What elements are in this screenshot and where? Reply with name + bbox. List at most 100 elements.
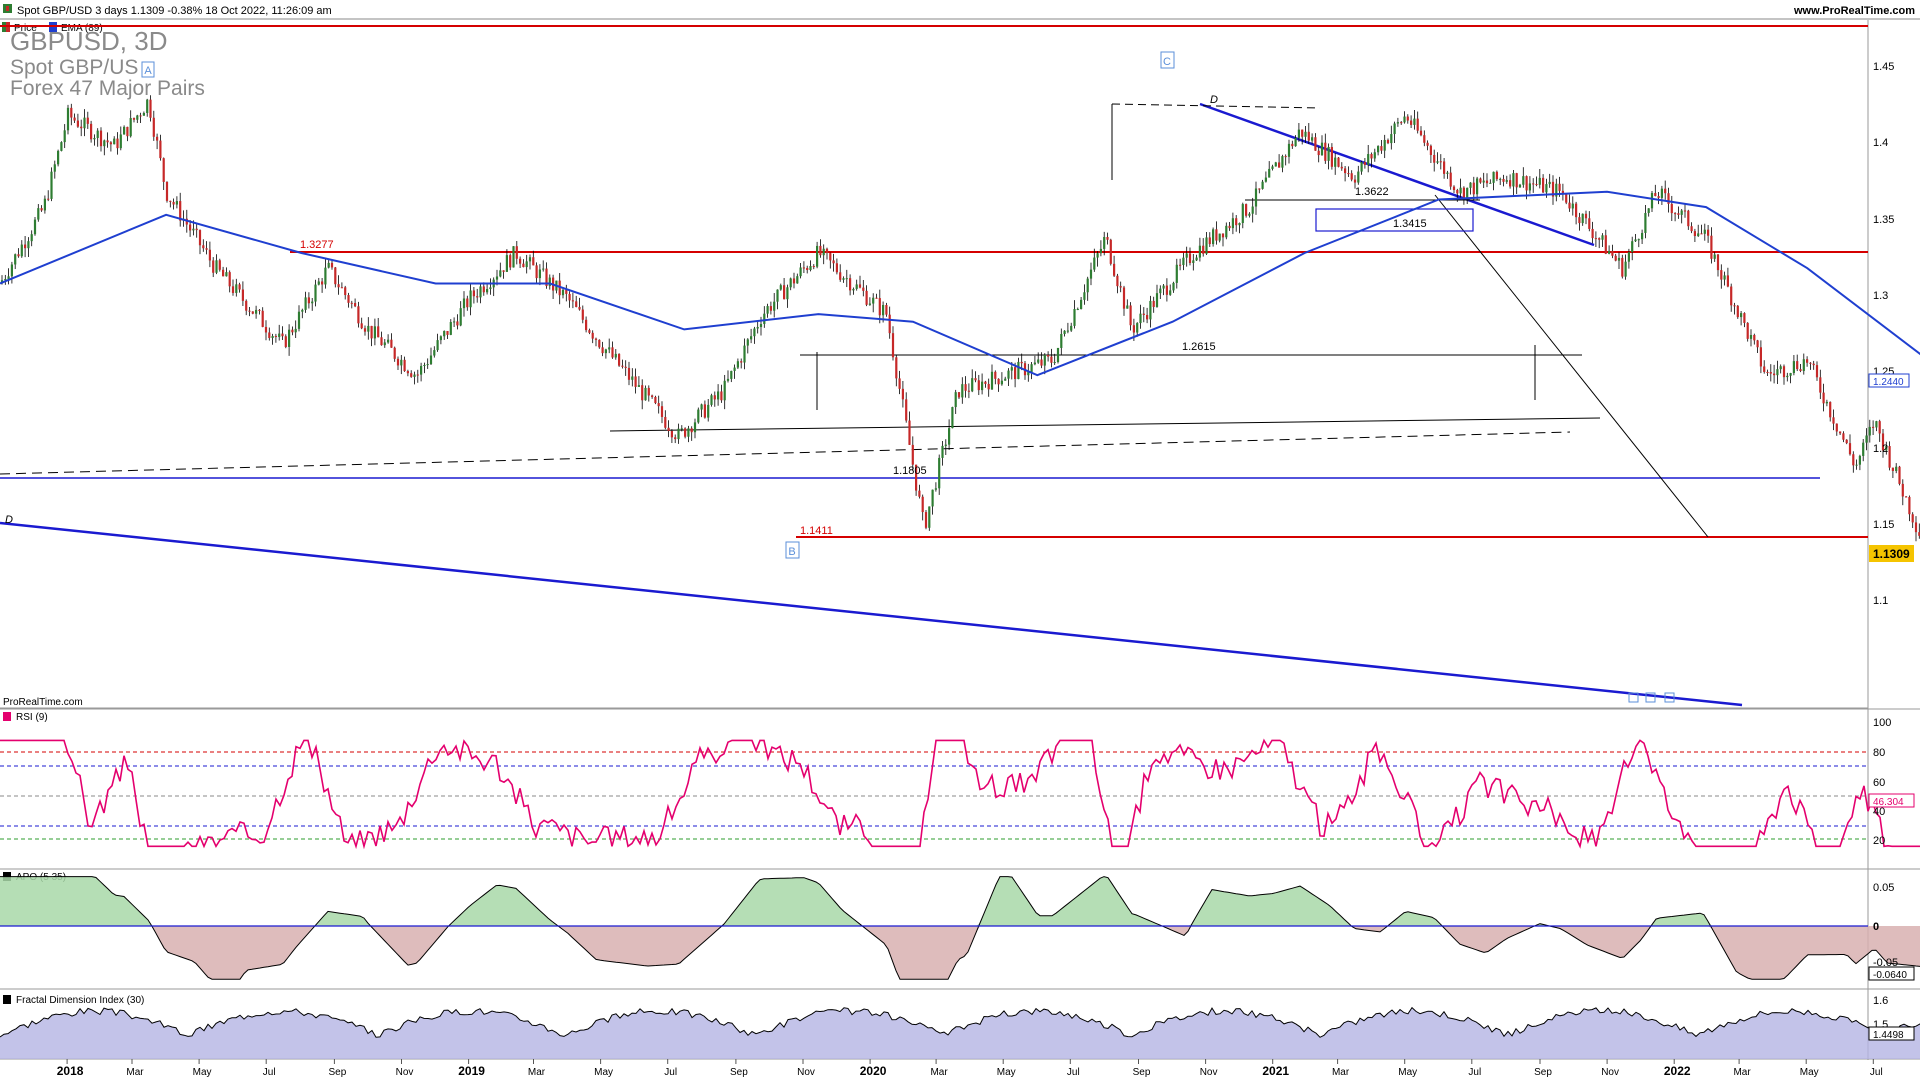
candle-body [334, 267, 337, 285]
candle-body [806, 267, 809, 271]
candle-body [594, 338, 598, 340]
candle-body [337, 284, 340, 288]
candle-body [1535, 184, 1538, 186]
candle-body [1779, 366, 1782, 370]
candle-body [146, 99, 149, 114]
candle-body [1047, 354, 1050, 357]
fdi-tag [1868, 1026, 1915, 1041]
candle-body [1914, 522, 1918, 533]
candle-body [1235, 218, 1238, 226]
rsi-title: RSI (9) [16, 712, 48, 723]
candle-body [1215, 229, 1218, 241]
candle-body [509, 255, 512, 268]
candle-body [1301, 129, 1304, 137]
candle-body [1839, 431, 1842, 434]
candle-body [1667, 193, 1670, 204]
candle-body [261, 310, 264, 327]
candle-body [1532, 183, 1535, 185]
candle-body [1832, 417, 1835, 424]
candle-body [1367, 154, 1370, 165]
candle-body [898, 378, 901, 389]
candle-body [1634, 239, 1637, 242]
candle-body [987, 383, 990, 390]
candle-body [165, 181, 169, 201]
candle-body [1320, 142, 1324, 156]
svg-text:1.1309: 1.1309 [1873, 547, 1910, 561]
falling-resistance-trendline [1199, 102, 1595, 247]
candle-body [641, 385, 644, 401]
candle-body [1109, 239, 1112, 264]
candle-body [466, 298, 469, 308]
candle-body [1641, 232, 1644, 240]
candle-body [710, 395, 713, 405]
candle-body [505, 255, 508, 272]
candle-body [1492, 171, 1495, 183]
candle-body [215, 260, 218, 273]
candle-body [1551, 181, 1555, 197]
candle-body [1347, 173, 1350, 175]
candle-body [396, 358, 400, 366]
time-axis-label: 2018 [57, 1064, 84, 1078]
time-axis-label: Mar [126, 1067, 144, 1078]
candle-body [281, 333, 284, 337]
candle-body [647, 387, 650, 396]
candle-body [1829, 401, 1832, 418]
candle-body [1776, 369, 1779, 376]
candle-body [1677, 213, 1680, 215]
pane-frames [0, 20, 1920, 1060]
candle-body [1822, 392, 1825, 404]
candle-body [809, 266, 812, 271]
candle-body [420, 365, 423, 375]
time-axis-label: May [997, 1067, 1016, 1078]
candle-body [476, 296, 479, 298]
candle-body [680, 428, 683, 430]
candle-body [773, 301, 776, 311]
candle-body [1241, 204, 1244, 224]
candle-body [1080, 299, 1083, 310]
candle-body [486, 289, 489, 293]
candle-body [1730, 286, 1733, 306]
candle-body [1660, 188, 1663, 198]
candle-body [50, 171, 53, 199]
candle-body [27, 241, 30, 249]
candle-body [288, 329, 291, 347]
candle-body [1812, 363, 1815, 366]
candle-body [1512, 173, 1515, 187]
candle-body [1505, 180, 1508, 182]
candle-body [7, 276, 10, 280]
candle-body [33, 219, 37, 235]
candle-body [1406, 116, 1409, 121]
candle-body [707, 404, 710, 418]
candle-body [684, 428, 687, 437]
candle-body [796, 276, 799, 284]
candle-body [1578, 217, 1581, 224]
candle-body [350, 302, 353, 304]
candle-body [1466, 187, 1469, 200]
candle-body [1446, 172, 1449, 174]
candle-body [311, 301, 314, 304]
site-url[interactable]: www.ProRealTime.com [1793, 5, 1915, 17]
candle-body [1436, 161, 1439, 163]
candle-body [585, 319, 588, 331]
candle-body [1182, 257, 1185, 266]
candle-body [839, 272, 842, 280]
candle-body [17, 254, 20, 257]
candle-body [30, 234, 33, 242]
candle-body [1076, 309, 1079, 311]
candle-body [753, 328, 756, 337]
candle-body [829, 253, 832, 261]
candle-body [571, 300, 574, 302]
candle-body [413, 374, 416, 377]
candle-body [588, 330, 591, 333]
candle-body [915, 464, 918, 491]
candle-body [1155, 293, 1159, 307]
candle-body [651, 395, 654, 397]
candle-body [1624, 261, 1627, 277]
candle-body [1033, 362, 1036, 365]
candle-body [901, 388, 904, 400]
candle-body [957, 392, 961, 398]
candle-body [951, 407, 954, 429]
candle-body [1509, 180, 1512, 187]
candle-body [1103, 237, 1106, 249]
candle-body [941, 445, 944, 458]
